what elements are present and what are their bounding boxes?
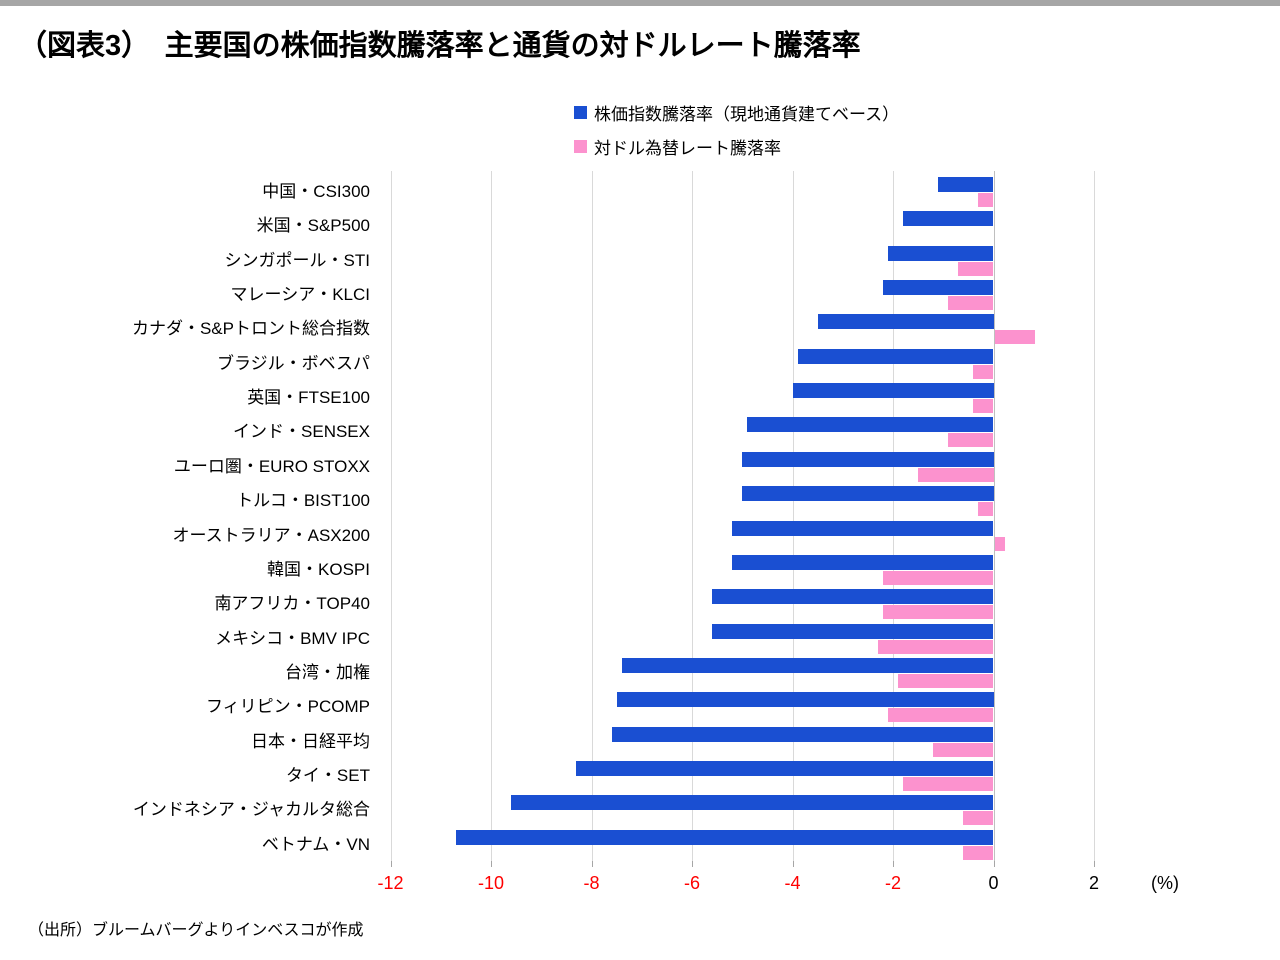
bar-stock-index-16 [611, 726, 994, 742]
gridline--12 [390, 171, 392, 861]
category-label-2: シンガポール・STI [224, 250, 370, 270]
legend: 株価指数騰落率（現地通貨建てベース） 対ドル為替レート騰落率 [574, 101, 899, 169]
bar-fx-rate-10 [994, 536, 1005, 551]
bar-stock-index-19 [455, 829, 994, 845]
category-label-4: カナダ・S&Pトロント総合指数 [131, 319, 370, 339]
bar-stock-index-0 [938, 177, 994, 192]
axis-tick-label-2: 2 [1088, 873, 1099, 893]
category-label-13: メキシコ・BMV IPC [215, 628, 370, 648]
category-label-18: インドネシア・ジャカルタ総合 [132, 800, 370, 820]
gridline--10 [491, 171, 492, 861]
category-label-1: 米国・S&P500 [256, 216, 370, 236]
category-label-15: フィリピン・PCOMP [206, 697, 370, 717]
gridline-2 [1094, 171, 1095, 861]
axis-tick-label--4: -4 [784, 873, 801, 893]
bar-fx-rate-14 [898, 673, 994, 688]
tick-mark--8 [591, 861, 593, 867]
axis-tick-label-0: 0 [988, 873, 999, 893]
bar-stock-index-15 [616, 692, 994, 708]
source-note: （出所）ブルームバーグよりインベスコが作成 [28, 922, 364, 939]
bar-stock-index-14 [621, 657, 994, 673]
bar-fx-rate-4 [994, 330, 1035, 345]
bar-stock-index-7 [747, 417, 994, 433]
category-label-5: ブラジル・ボベスパ [217, 353, 370, 373]
category-label-10: オーストラリア・ASX200 [172, 525, 370, 545]
legend-item-stock-index: 株価指数騰落率（現地通貨建てベース） [574, 101, 900, 124]
axis-tick-label--6: -6 [683, 873, 700, 893]
tick-mark--10 [491, 861, 492, 867]
bar-fx-rate-9 [978, 502, 994, 517]
bar-stock-index-10 [732, 520, 994, 536]
legend-swatch-fx-rate [574, 139, 587, 153]
tick-mark--6 [692, 861, 693, 867]
tick-mark--2 [893, 861, 894, 867]
bar-fx-rate-19 [963, 845, 994, 860]
category-label-16: 日本・日経平均 [251, 731, 370, 751]
bar-fx-rate-13 [877, 639, 994, 654]
bar-stock-index-3 [882, 280, 994, 296]
bar-stock-index-2 [887, 245, 994, 261]
bar-stock-index-8 [742, 451, 994, 467]
category-label-14: 台湾・加権 [285, 662, 370, 682]
tick-mark-0 [993, 861, 995, 867]
bar-fx-rate-3 [948, 296, 994, 311]
axis-tick-label--8: -8 [583, 873, 600, 893]
bar-fx-rate-15 [887, 708, 994, 723]
bar-fx-rate-2 [958, 261, 994, 276]
tick-mark-2 [1094, 861, 1095, 867]
axis-tick-label--12: -12 [377, 873, 404, 893]
bar-stock-index-5 [797, 348, 994, 364]
bar-stock-index-18 [511, 795, 994, 811]
bar-stock-index-6 [792, 383, 994, 399]
gridline--8 [591, 171, 593, 861]
category-label-8: ユーロ圏・EURO STOXX [173, 456, 370, 476]
category-label-3: マレーシア・KLCI [230, 285, 370, 305]
axis-unit-label: (%) [1151, 873, 1179, 893]
axis-tick-label--2: -2 [884, 873, 901, 893]
bar-fx-rate-8 [918, 467, 994, 482]
bar-fx-rate-0 [978, 193, 994, 207]
category-label-9: トルコ・BIST100 [236, 491, 370, 511]
gridline--2 [893, 171, 894, 861]
category-label-6: 英国・FTSE100 [247, 388, 370, 408]
category-label-17: タイ・SET [285, 765, 370, 785]
bar-stock-index-11 [732, 554, 994, 570]
category-label-11: 韓国・KOSPI [267, 559, 370, 579]
tick-mark--12 [390, 861, 392, 867]
bar-fx-rate-17 [903, 776, 994, 791]
legend-label-fx-rate: 対ドル為替レート騰落率 [594, 138, 781, 158]
category-label-12: 南アフリカ・TOP40 [214, 594, 370, 614]
bar-fx-rate-16 [933, 742, 994, 757]
bar-stock-index-9 [742, 486, 994, 502]
category-label-0: 中国・CSI300 [262, 182, 370, 201]
gridline-0 [993, 171, 995, 861]
chart-title: （図表3） 主要国の株価指数騰落率と通貨の対ドルレート騰落率 [18, 30, 861, 62]
bar-fx-rate-6 [973, 399, 994, 414]
bar-stock-index-4 [817, 314, 994, 330]
bar-stock-index-17 [576, 760, 994, 776]
gridline--6 [692, 171, 693, 861]
bar-stock-index-1 [903, 211, 994, 227]
gridline--4 [792, 171, 794, 861]
axis-tick-label--10: -10 [477, 873, 504, 893]
legend-swatch-stock-index [574, 105, 587, 119]
bar-fx-rate-12 [882, 605, 994, 620]
category-label-19: ベトナム・VN [261, 834, 370, 854]
bar-stock-index-13 [712, 623, 994, 639]
bar-stock-index-12 [712, 589, 994, 605]
tick-mark--4 [792, 861, 794, 867]
legend-item-fx-rate: 対ドル為替レート騰落率 [574, 135, 899, 158]
bar-fx-rate-11 [882, 570, 994, 585]
bar-fx-rate-5 [973, 364, 994, 379]
legend-label-stock-index: 株価指数騰落率（現地通貨建てベース） [594, 104, 900, 124]
window-top-strip [0, 0, 1280, 6]
bar-fx-rate-7 [948, 433, 994, 448]
category-label-7: インド・SENSEX [233, 422, 370, 442]
bar-fx-rate-18 [963, 811, 994, 826]
